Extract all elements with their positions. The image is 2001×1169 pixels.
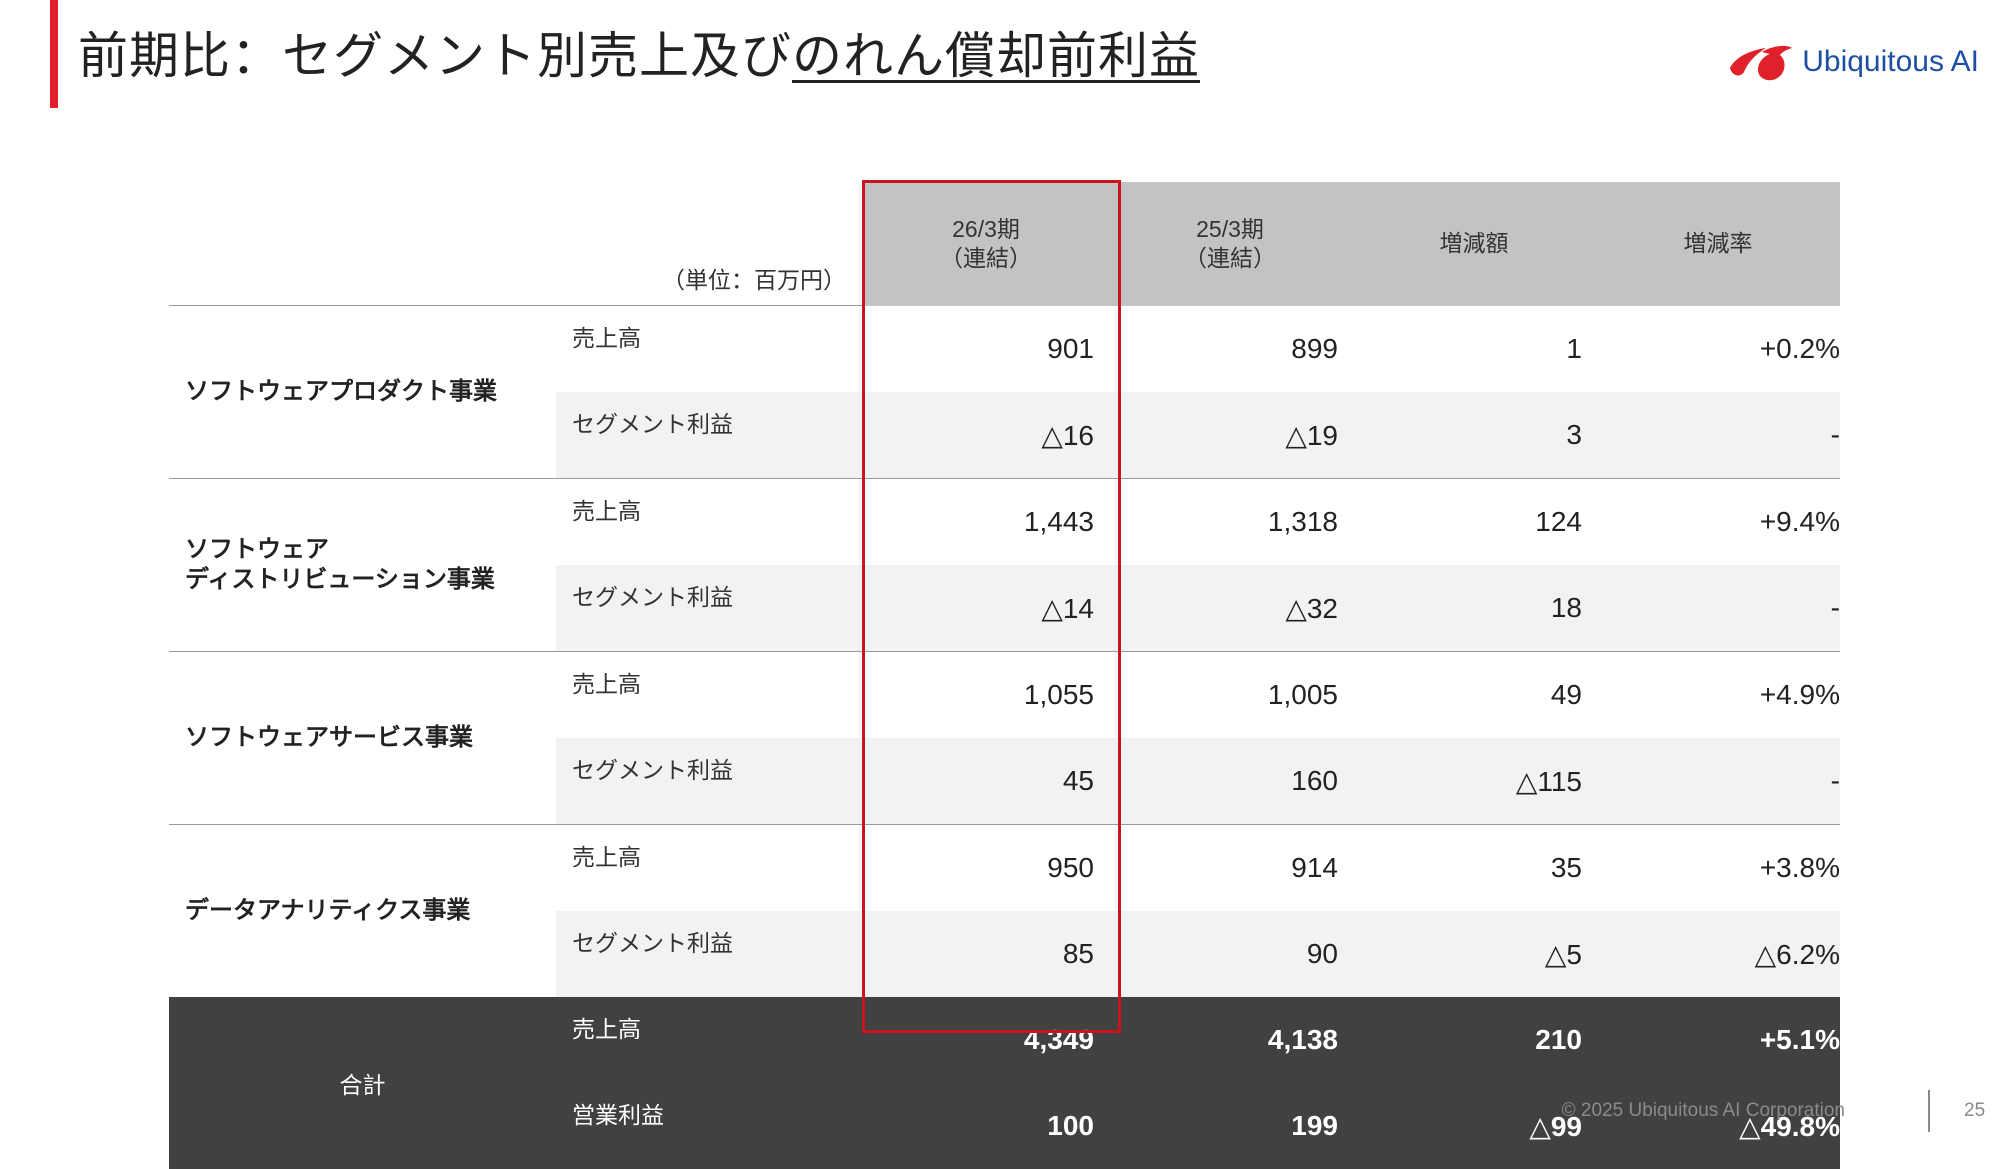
total-value-cell: 100 [864,1083,1108,1169]
value-cell: 45 [864,738,1108,825]
value-cell: +4.9% [1596,651,1840,738]
ubiquitous-logo-icon [1730,45,1793,81]
column-header: 26/3期 （連結） [864,182,1108,306]
table-row: セグメント利益 △14 △32 18 - [169,565,1840,652]
total-value-cell: 4,138 [1108,997,1352,1083]
value-cell: 160 [1108,738,1352,825]
footer-copyright: © 2025 Ubiquitous AI Corporation [1561,1100,1845,1121]
value-cell: △14 [864,565,1108,652]
total-value-cell: 210 [1352,997,1596,1083]
total-value-cell: △99 [1352,1083,1596,1169]
segment-name: データアナリティクス事業 [169,824,556,997]
value-cell: 1,005 [1108,651,1352,738]
value-cell: 1,443 [864,478,1108,565]
metric-label: セグメント利益 [556,565,864,652]
value-cell: 1,318 [1108,478,1352,565]
table-header-row: （単位：百万円） 26/3期 （連結） 25/3期 （連結） 増減額 増減率 [169,182,1840,306]
value-cell: +0.2% [1596,305,1840,392]
total-value-cell: 199 [1108,1083,1352,1169]
metric-label: 売上高 [556,305,864,392]
value-cell: 899 [1108,305,1352,392]
value-cell: 1 [1352,305,1596,392]
value-cell: 85 [864,911,1108,997]
value-cell: - [1596,392,1840,479]
metric-label: 売上高 [556,651,864,738]
logo-text: Ubiquitous AI [1802,45,1979,78]
total-section: 合計 売上高 4,349 4,138 210 +5.1% 営業利益 100 19… [169,997,1840,1169]
table-row: データアナリティクス事業 売上高 950 914 35 +3.8% [169,824,1840,997]
value-cell: △16 [864,392,1108,479]
total-label: 合計 [169,997,556,1169]
value-cell: 3 [1352,392,1596,479]
value-cell: △32 [1108,565,1352,652]
column-header: 25/3期 （連結） [1108,182,1352,306]
value-cell: +9.4% [1596,478,1840,565]
metric-label: 営業利益 [556,1083,864,1169]
metric-label: 売上高 [556,997,864,1083]
table-row: セグメント利益 △16 △19 3 - [169,392,1840,479]
value-cell: 90 [1108,911,1352,997]
value-cell: 901 [864,305,1108,392]
segment-name: ソフトウェアサービス事業 [169,651,556,825]
value-cell: 49 [1352,651,1596,738]
value-cell: △6.2% [1596,911,1840,997]
table-row: ソフトウェアプロダクト事業 売上高 901 899 1 +0.2% [169,305,1840,479]
page-title-underlined: のれん償却前利益 [792,28,1200,84]
value-cell: +3.8% [1596,824,1840,911]
value-cell: - [1596,738,1840,825]
value-cell: △19 [1108,392,1352,479]
value-cell: 914 [1108,824,1352,911]
value-cell: △115 [1352,738,1596,825]
metric-label: 売上高 [556,478,864,565]
table-row: セグメント利益 85 90 △5 △6.2% [169,911,1840,997]
table-row: セグメント利益 45 160 △115 - [169,738,1840,825]
column-header: 増減率 [1596,182,1840,306]
metric-label: セグメント利益 [556,911,864,997]
metric-label: セグメント利益 [556,392,864,479]
value-cell: 124 [1352,478,1596,565]
table-row: ソフトウェアサービス事業 売上高 1,055 1,005 49 +4.9% [169,651,1840,825]
value-cell: 950 [864,824,1108,911]
value-cell: - [1596,565,1840,652]
unit-label: （単位：百万円） [662,267,846,293]
total-row: 合計 売上高 4,349 4,138 210 +5.1% [169,997,1840,1169]
page-title-plain: 前期比：セグメント別売上及び [78,28,792,84]
company-logo: Ubiquitous AI [1726,38,1979,86]
value-cell: 1,055 [864,651,1108,738]
value-cell: △5 [1352,911,1596,997]
title-accent-bar [50,0,58,108]
table-body: ソフトウェアプロダクト事業 売上高 901 899 1 +0.2% セグメント利… [169,305,1840,997]
segment-name: ソフトウェアプロダクト事業 [169,305,556,479]
segment-name: ソフトウェア ディストリビューション事業 [169,478,556,652]
table-row: ソフトウェア ディストリビューション事業 売上高 1,443 1,318 124 … [169,478,1840,652]
value-cell: 35 [1352,824,1596,911]
footer-divider [1928,1090,1930,1132]
total-value-cell: 4,349 [864,997,1108,1083]
segment-table: （単位：百万円） 26/3期 （連結） 25/3期 （連結） 増減額 増減率 ソフト… [169,182,1840,1169]
metric-label: セグメント利益 [556,738,864,825]
value-cell: 18 [1352,565,1596,652]
total-value-cell: △49.8% [1596,1083,1840,1169]
page-number: 25 [1964,1100,1986,1121]
column-header: 増減額 [1352,182,1596,306]
page-title: 前期比：セグメント別売上及びのれん償却前利益 [78,16,1200,88]
metric-label: 売上高 [556,824,864,911]
total-value-cell: +5.1% [1596,997,1840,1083]
